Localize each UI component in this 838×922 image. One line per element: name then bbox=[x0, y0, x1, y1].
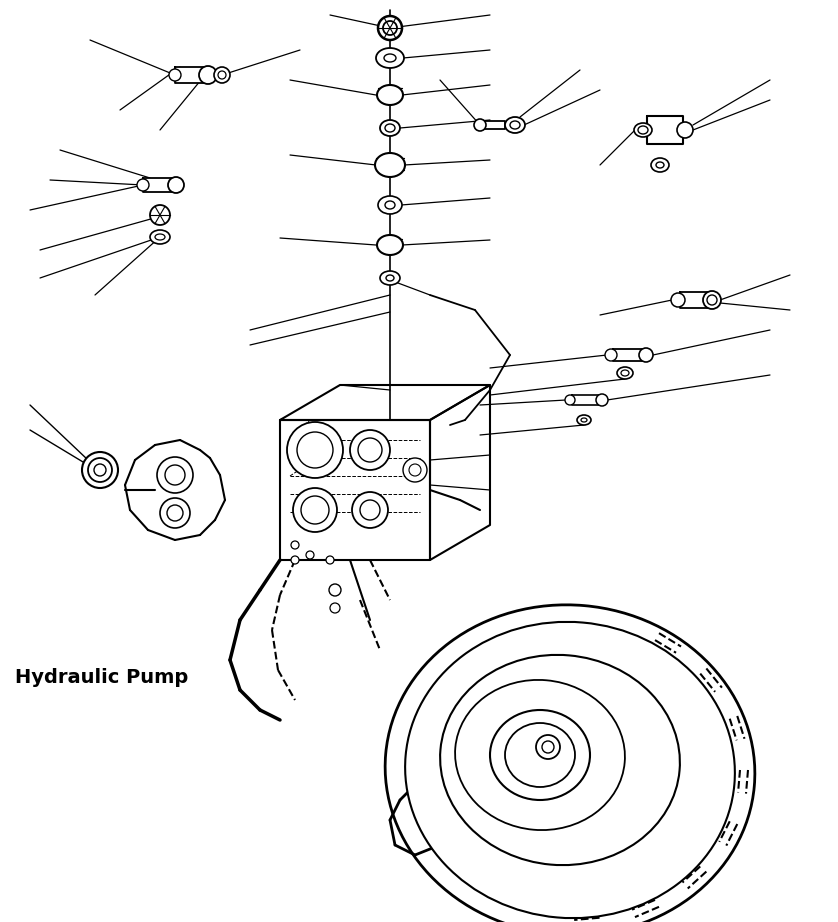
Circle shape bbox=[542, 741, 554, 753]
Circle shape bbox=[150, 205, 170, 225]
Circle shape bbox=[82, 452, 118, 488]
Circle shape bbox=[301, 496, 329, 524]
Circle shape bbox=[306, 551, 314, 559]
Circle shape bbox=[536, 735, 560, 759]
Circle shape bbox=[165, 465, 185, 485]
Polygon shape bbox=[143, 178, 173, 192]
Circle shape bbox=[360, 500, 380, 520]
Ellipse shape bbox=[380, 120, 400, 136]
Polygon shape bbox=[613, 349, 643, 361]
Circle shape bbox=[329, 584, 341, 596]
Ellipse shape bbox=[455, 680, 625, 830]
Circle shape bbox=[287, 422, 343, 478]
Circle shape bbox=[474, 119, 486, 131]
Ellipse shape bbox=[577, 415, 591, 425]
Circle shape bbox=[167, 505, 183, 521]
Circle shape bbox=[350, 430, 390, 470]
Circle shape bbox=[703, 291, 721, 309]
Ellipse shape bbox=[150, 230, 170, 244]
Circle shape bbox=[596, 394, 608, 406]
Polygon shape bbox=[572, 395, 600, 405]
Ellipse shape bbox=[385, 605, 755, 922]
Circle shape bbox=[352, 492, 388, 528]
Circle shape bbox=[639, 348, 653, 362]
Circle shape bbox=[160, 498, 190, 528]
Ellipse shape bbox=[651, 158, 669, 172]
Circle shape bbox=[291, 541, 299, 549]
Polygon shape bbox=[280, 420, 430, 560]
Ellipse shape bbox=[377, 85, 403, 105]
Ellipse shape bbox=[405, 621, 735, 918]
Circle shape bbox=[330, 603, 340, 613]
Polygon shape bbox=[480, 121, 505, 129]
Ellipse shape bbox=[384, 54, 396, 62]
Ellipse shape bbox=[378, 196, 402, 214]
Text: Hydraulic Pump: Hydraulic Pump bbox=[15, 668, 189, 687]
Circle shape bbox=[168, 177, 184, 193]
Circle shape bbox=[218, 71, 226, 79]
Polygon shape bbox=[647, 116, 683, 144]
Polygon shape bbox=[680, 292, 708, 308]
Ellipse shape bbox=[377, 235, 403, 255]
Circle shape bbox=[88, 458, 112, 482]
Circle shape bbox=[605, 349, 617, 361]
Ellipse shape bbox=[621, 370, 629, 376]
Ellipse shape bbox=[375, 153, 405, 177]
Ellipse shape bbox=[490, 710, 590, 800]
Circle shape bbox=[707, 295, 717, 305]
Circle shape bbox=[671, 293, 685, 307]
Ellipse shape bbox=[380, 271, 400, 285]
Ellipse shape bbox=[581, 418, 587, 422]
Circle shape bbox=[291, 556, 299, 564]
Circle shape bbox=[677, 122, 693, 138]
Circle shape bbox=[358, 438, 382, 462]
Circle shape bbox=[157, 457, 193, 493]
Ellipse shape bbox=[155, 234, 165, 240]
Ellipse shape bbox=[638, 126, 648, 134]
Ellipse shape bbox=[440, 655, 680, 865]
Circle shape bbox=[214, 67, 230, 83]
Polygon shape bbox=[430, 385, 490, 560]
Ellipse shape bbox=[385, 201, 395, 209]
Circle shape bbox=[565, 395, 575, 405]
Circle shape bbox=[409, 464, 421, 476]
Ellipse shape bbox=[505, 117, 525, 133]
Circle shape bbox=[383, 21, 397, 35]
Ellipse shape bbox=[634, 123, 652, 137]
Circle shape bbox=[403, 458, 427, 482]
Circle shape bbox=[326, 556, 334, 564]
Ellipse shape bbox=[376, 48, 404, 68]
Ellipse shape bbox=[505, 723, 575, 787]
Ellipse shape bbox=[385, 124, 395, 132]
Polygon shape bbox=[175, 67, 205, 83]
Circle shape bbox=[94, 464, 106, 476]
Circle shape bbox=[378, 16, 402, 40]
Polygon shape bbox=[280, 385, 490, 420]
Circle shape bbox=[169, 69, 181, 81]
Circle shape bbox=[293, 488, 337, 532]
Ellipse shape bbox=[656, 162, 664, 168]
Circle shape bbox=[137, 179, 149, 191]
Circle shape bbox=[199, 66, 217, 84]
Ellipse shape bbox=[617, 367, 633, 379]
Ellipse shape bbox=[386, 275, 394, 281]
Circle shape bbox=[297, 432, 333, 468]
Ellipse shape bbox=[510, 121, 520, 129]
